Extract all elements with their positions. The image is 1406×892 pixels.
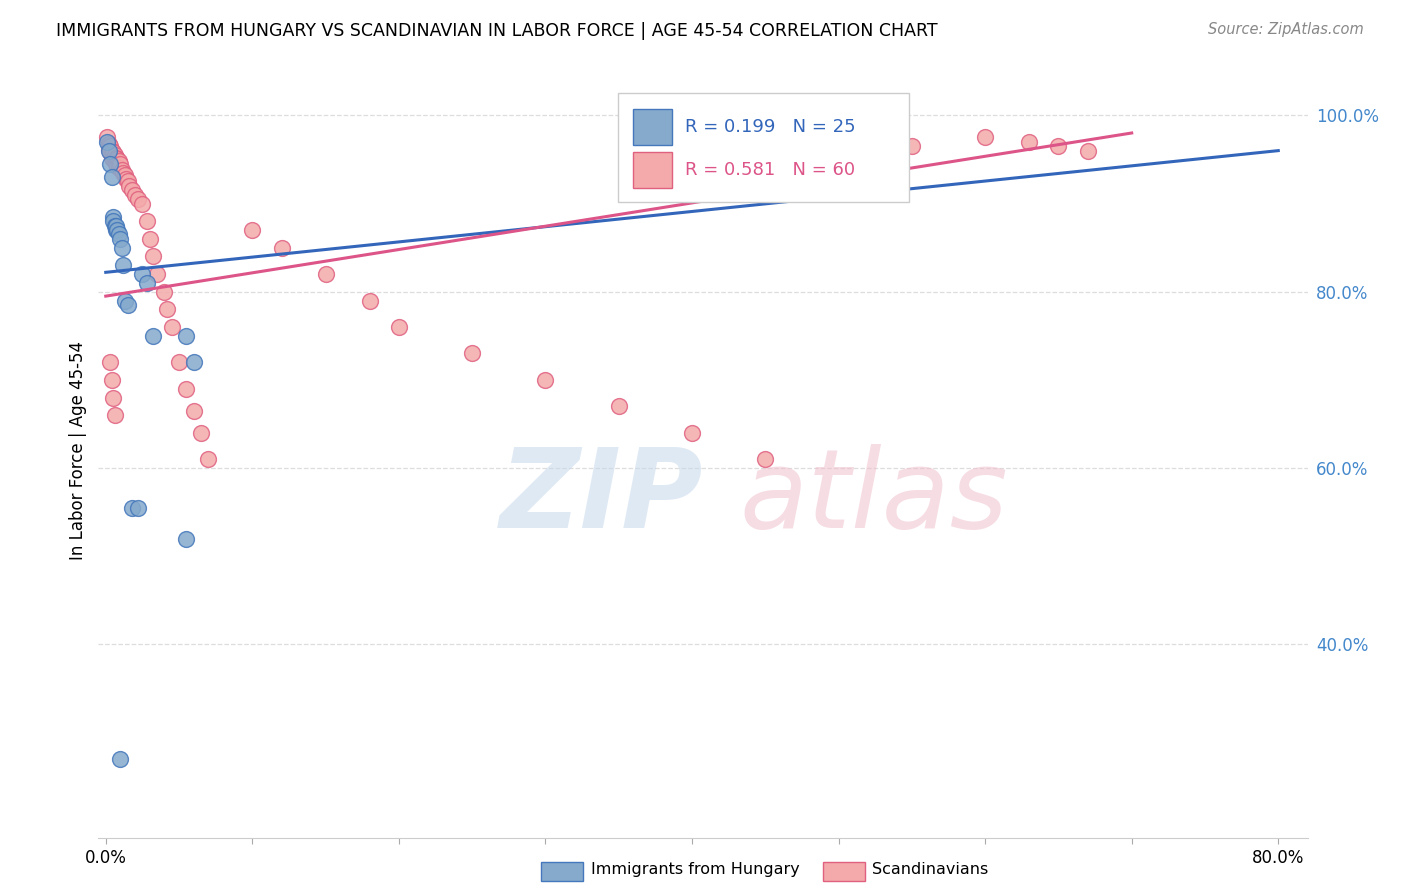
Text: IMMIGRANTS FROM HUNGARY VS SCANDINAVIAN IN LABOR FORCE | AGE 45-54 CORRELATION C: IMMIGRANTS FROM HUNGARY VS SCANDINAVIAN … xyxy=(56,22,938,40)
Text: Scandinavians: Scandinavians xyxy=(872,863,988,877)
Point xyxy=(156,302,179,317)
Point xyxy=(112,166,135,180)
Point xyxy=(117,174,139,188)
Y-axis label: In Labor Force | Age 45-54: In Labor Force | Age 45-54 xyxy=(69,341,87,560)
Point xyxy=(111,163,134,178)
Point xyxy=(138,232,160,246)
Point xyxy=(105,219,128,233)
Point xyxy=(131,267,153,281)
Point xyxy=(98,139,121,153)
Point xyxy=(108,227,131,242)
Point xyxy=(388,320,411,334)
Point xyxy=(1047,139,1070,153)
Point xyxy=(100,373,122,387)
Point xyxy=(167,355,190,369)
Point xyxy=(105,151,128,165)
Point xyxy=(359,293,381,308)
Point xyxy=(197,452,219,467)
FancyBboxPatch shape xyxy=(619,94,908,202)
Point xyxy=(142,250,165,264)
Point xyxy=(112,258,135,272)
Point xyxy=(607,400,630,414)
Point xyxy=(111,241,134,255)
Point xyxy=(974,130,997,145)
Text: atlas: atlas xyxy=(740,443,1008,550)
Point xyxy=(827,135,849,149)
Point xyxy=(124,187,146,202)
Text: R = 0.199   N = 25: R = 0.199 N = 25 xyxy=(685,118,855,136)
Point xyxy=(183,404,205,418)
Point xyxy=(96,135,118,149)
Point xyxy=(98,157,121,171)
Point xyxy=(131,196,153,211)
Point xyxy=(114,169,136,183)
Point xyxy=(103,148,125,162)
Point xyxy=(1018,135,1040,149)
Text: R = 0.581   N = 60: R = 0.581 N = 60 xyxy=(685,161,855,179)
Point xyxy=(315,267,337,281)
Point xyxy=(101,214,124,228)
Point xyxy=(110,752,132,766)
Point xyxy=(98,145,121,160)
Point xyxy=(105,223,128,237)
Point xyxy=(135,214,157,228)
Point xyxy=(183,355,205,369)
Point xyxy=(101,391,124,405)
Point xyxy=(142,328,165,343)
Point xyxy=(114,293,136,308)
Point xyxy=(97,142,120,156)
Point xyxy=(176,532,198,546)
Point xyxy=(101,145,124,160)
Point xyxy=(118,178,141,193)
Point xyxy=(534,373,557,387)
Point xyxy=(754,452,776,467)
Point xyxy=(108,161,131,176)
Point xyxy=(153,285,176,299)
Point xyxy=(101,153,124,167)
Point xyxy=(107,153,129,167)
Point xyxy=(101,210,124,224)
Point xyxy=(105,157,128,171)
Point xyxy=(98,355,121,369)
Point xyxy=(110,157,132,171)
Point xyxy=(901,139,924,153)
Point xyxy=(97,136,120,151)
Text: Source: ZipAtlas.com: Source: ZipAtlas.com xyxy=(1208,22,1364,37)
Point xyxy=(107,160,129,174)
Point xyxy=(121,500,143,515)
Point xyxy=(96,130,118,145)
Point xyxy=(135,276,157,290)
Point xyxy=(100,170,122,185)
Text: Immigrants from Hungary: Immigrants from Hungary xyxy=(591,863,799,877)
FancyBboxPatch shape xyxy=(633,153,672,188)
Point xyxy=(461,346,484,360)
Point xyxy=(115,171,138,186)
Point xyxy=(100,144,122,158)
Point xyxy=(176,328,198,343)
Point xyxy=(103,408,125,422)
Point xyxy=(270,241,292,255)
Point xyxy=(103,154,125,169)
Point xyxy=(121,183,143,197)
Point xyxy=(146,267,169,281)
Point xyxy=(103,219,125,233)
Point xyxy=(97,144,120,158)
Point xyxy=(117,298,139,312)
Point xyxy=(160,320,183,334)
FancyBboxPatch shape xyxy=(633,109,672,145)
Point xyxy=(110,232,132,246)
Point xyxy=(107,223,129,237)
Point xyxy=(240,223,263,237)
Point xyxy=(108,154,131,169)
Point xyxy=(100,151,122,165)
Point xyxy=(127,192,149,206)
Point xyxy=(176,382,198,396)
Point xyxy=(127,500,149,515)
Point xyxy=(1077,144,1099,158)
Point xyxy=(681,425,703,440)
Point xyxy=(190,425,212,440)
Text: ZIP: ZIP xyxy=(499,443,703,550)
